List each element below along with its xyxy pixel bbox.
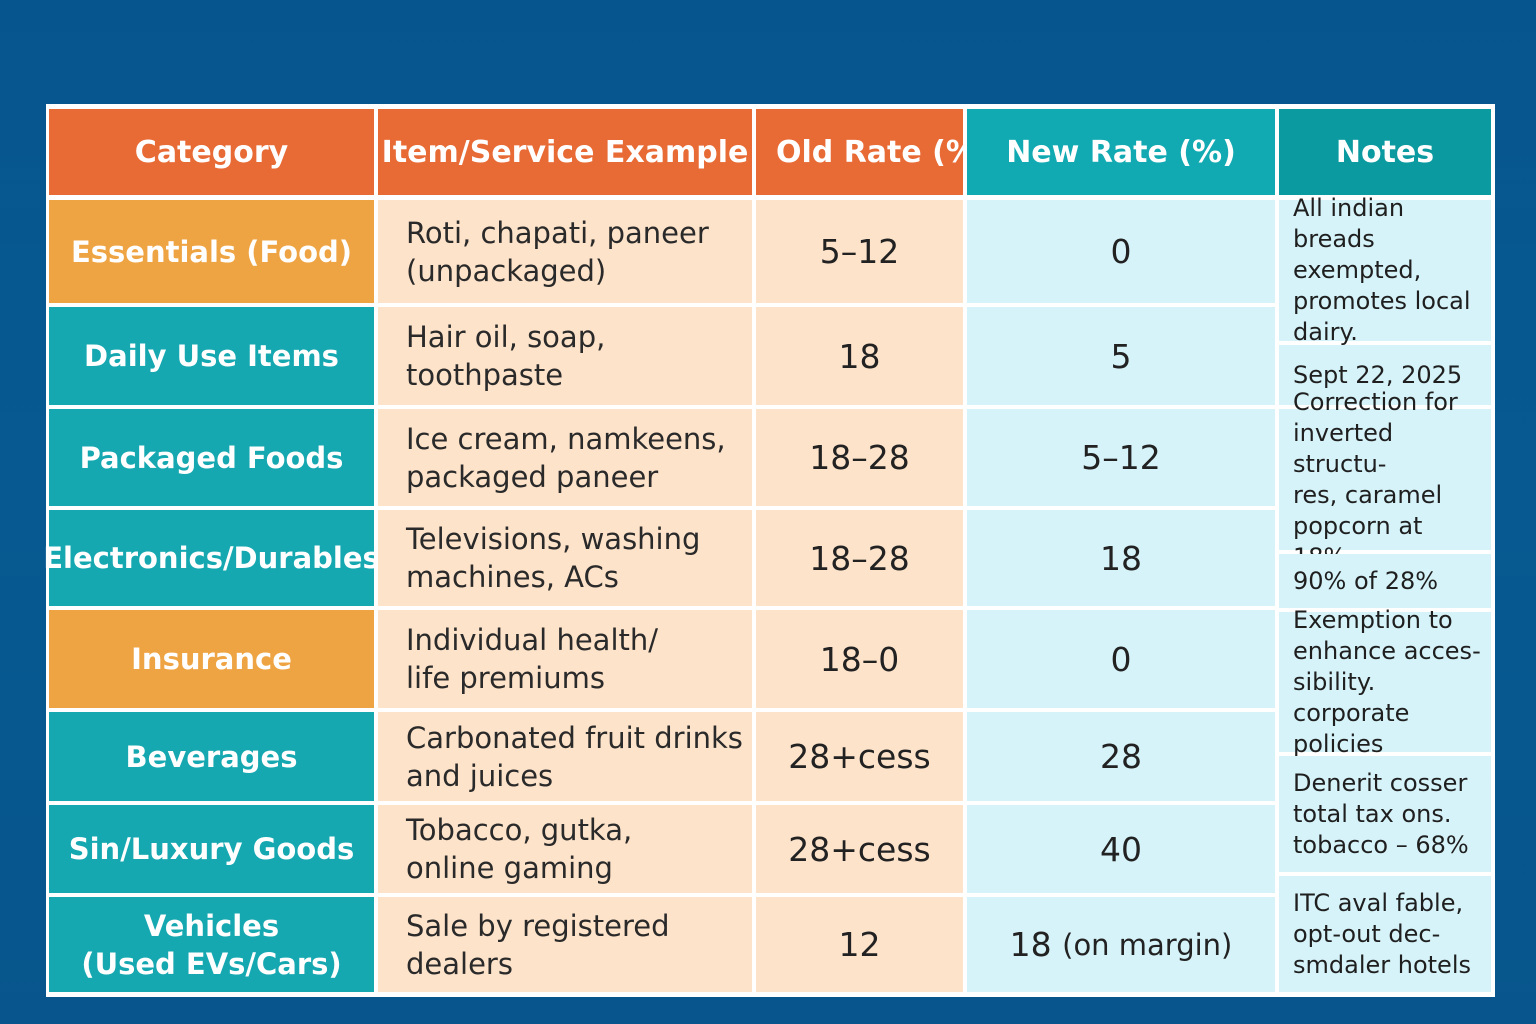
item-line: machines, ACs xyxy=(406,560,619,594)
note-line: total tax ons. xyxy=(1293,799,1452,828)
new-rate-cell: 28 xyxy=(967,712,1275,801)
header-new-rate: New Rate (%) xyxy=(967,109,1275,195)
category-cell: Packaged Foods xyxy=(49,409,374,506)
new-rate-value: 18 xyxy=(1009,925,1052,964)
old-rate-cell: 18–28 xyxy=(756,409,963,506)
note-line: 90% of 28% xyxy=(1293,566,1439,595)
note-line: smdaler hotels xyxy=(1293,950,1471,979)
note-line: ITC aval fable, xyxy=(1293,888,1464,917)
note-line: policies xyxy=(1293,729,1384,758)
note-cell: Correction for inverted structu-res, cara… xyxy=(1279,388,1491,571)
new-rate-cell: 5 xyxy=(967,307,1275,405)
header-item: Item/Service Example xyxy=(378,109,752,195)
new-rate-cell: 0 xyxy=(967,200,1275,303)
new-rate-cell: 40 xyxy=(967,805,1275,893)
item-cell: Sale by registered dealers xyxy=(378,897,752,992)
category-cell: Insurance xyxy=(49,610,374,708)
category-cell: Beverages xyxy=(49,712,374,801)
item-line: packaged paneer xyxy=(406,459,659,494)
old-rate-cell: 18–28 xyxy=(756,510,963,606)
note-line: promotes local xyxy=(1293,287,1471,315)
header-notes: Notes xyxy=(1279,109,1491,195)
note-line: Correction for xyxy=(1293,387,1458,416)
note-line: Exemption to xyxy=(1293,605,1453,634)
note-cell: All indian breads exempted, promotes local… xyxy=(1279,194,1491,346)
category-line: Vehicles xyxy=(143,908,280,943)
item-cell: Televisions, washing machines, ACs xyxy=(378,510,752,606)
new-rate-cell: 0 xyxy=(967,610,1275,708)
item-cell: Carbonated fruit drinks and juices xyxy=(378,712,752,801)
item-line: online gaming xyxy=(406,851,613,885)
gst-rate-table: Category Item/Service Example Old Rate (… xyxy=(43,104,1495,997)
note-line: res, caramel xyxy=(1293,480,1443,509)
item-cell: Tobacco, gutka, online gaming xyxy=(378,805,752,893)
new-rate-suffix: (on margin) xyxy=(1062,927,1233,962)
note-line: tobacco – 68% xyxy=(1293,830,1469,859)
note-cell: ITC aval fable, opt-out dec-smdaler hotel… xyxy=(1279,876,1491,992)
note-line: exempted, xyxy=(1293,256,1422,284)
old-rate-cell: 28+cess xyxy=(756,712,963,801)
item-line: Televisions, washing xyxy=(406,522,701,556)
item-line: Tobacco, gutka, xyxy=(406,813,633,847)
category-cell: Sin/Luxury Goods xyxy=(49,805,374,893)
note-line: inverted structu- xyxy=(1293,418,1394,478)
item-line: life premiums xyxy=(406,661,605,695)
old-rate-cell: 12 xyxy=(756,897,963,992)
item-cell: Individual health/life premiums xyxy=(378,610,752,708)
category-cell: Vehicles (Used EVs/Cars) xyxy=(49,897,374,992)
new-rate-cell: 18 (on margin) xyxy=(967,897,1275,992)
note-line: opt-out dec- xyxy=(1293,919,1441,948)
category-cell: Electronics/Durables xyxy=(43,510,380,606)
item-line: dealers xyxy=(406,946,513,981)
note-cell: Denerit cosser total tax ons. tobacco – 68… xyxy=(1279,756,1491,872)
new-rate-cell: 18 xyxy=(967,510,1275,606)
item-line: (unpackaged) xyxy=(406,253,607,288)
item-cell: Ice cream, namkeens, packaged paneer xyxy=(378,409,752,506)
note-line: Sept 22, 2025 xyxy=(1293,360,1463,389)
item-line: toothpaste xyxy=(406,358,564,392)
item-line: Ice cream, namkeens, xyxy=(406,421,726,456)
note-cell: Sept 22, 2025 xyxy=(1279,345,1491,405)
old-rate-cell: 18 xyxy=(756,307,963,405)
header-category: Category xyxy=(49,109,374,195)
item-cell: Hair oil, soap, toothpaste xyxy=(378,307,752,405)
note-cell: Exemption to enhance acces-sibility. corp… xyxy=(1279,606,1491,758)
category-cell: Essentials (Food) xyxy=(49,200,374,303)
item-line: Carbonated fruit drinks xyxy=(406,720,743,755)
item-cell: Roti, chapati, paneer (unpackaged) xyxy=(378,200,752,303)
note-line: Denerit cosser xyxy=(1293,768,1468,797)
item-line: Hair oil, soap, xyxy=(406,320,606,354)
item-line: Individual health/ xyxy=(406,623,659,657)
note-line: dairy. xyxy=(1293,318,1358,346)
note-cell: 90% of 28% xyxy=(1279,554,1491,608)
old-rate-cell: 28+cess xyxy=(756,805,963,893)
item-line: Sale by registered xyxy=(406,908,670,943)
header-old-rate: Old Rate (% xyxy=(756,109,963,195)
category-cell: Daily Use Items xyxy=(49,307,374,405)
note-line: sibility. corporate xyxy=(1293,667,1410,727)
note-line: enhance acces- xyxy=(1293,636,1481,665)
note-line: All indian breads xyxy=(1293,194,1405,253)
new-rate-cell: 5–12 xyxy=(967,409,1275,506)
old-rate-cell: 18–0 xyxy=(756,610,963,708)
category-line: (Used EVs/Cars) xyxy=(81,946,342,981)
item-line: and juices xyxy=(406,758,554,793)
item-line: Roti, chapati, paneer xyxy=(406,215,709,250)
old-rate-cell: 5–12 xyxy=(756,200,963,303)
